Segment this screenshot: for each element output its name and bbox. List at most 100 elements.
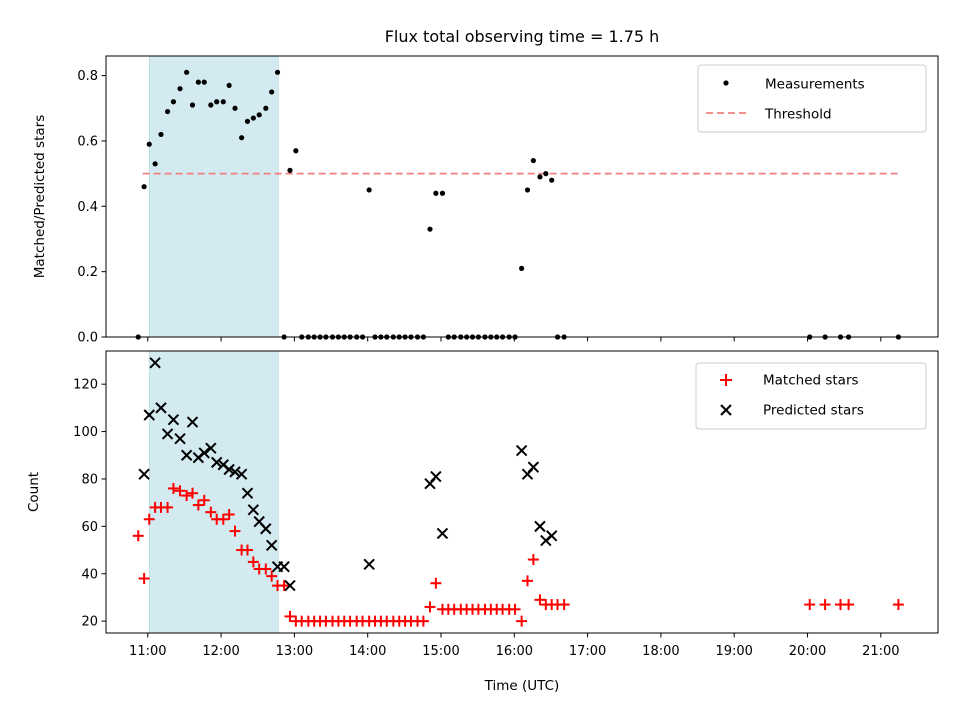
y-tick-label: 0.2 <box>77 265 98 280</box>
measurement-point <box>177 86 183 92</box>
x-tick-label: 19:00 <box>715 644 752 659</box>
x-tick-label: 16:00 <box>496 644 533 659</box>
matched-star-point <box>241 544 253 556</box>
x-tick-label: 15:00 <box>422 644 459 659</box>
predicted-star-point <box>363 558 375 570</box>
matched-star-point <box>843 599 855 611</box>
matched-star-point <box>804 599 816 611</box>
y-tick-label: 0.6 <box>77 134 98 149</box>
x-tick-label: 20:00 <box>789 644 826 659</box>
matched-star-point <box>247 556 259 568</box>
measurement-point <box>195 79 201 85</box>
bottom-plot-frame <box>105 350 939 634</box>
matched-star-point <box>167 482 179 494</box>
x-tick-label: 11:00 <box>129 644 166 659</box>
predicted-star-point <box>235 468 248 480</box>
measurement-point <box>256 112 262 118</box>
top-y-axis-label: Matched/Predicted stars <box>32 115 48 278</box>
measurement-point <box>214 99 220 105</box>
predicted-star-point <box>241 487 254 499</box>
legend-measurements-label: Measurements <box>765 77 865 93</box>
x-axis-label: Time (UTC) <box>484 678 560 694</box>
measurement-point <box>293 148 299 154</box>
measurement-point <box>146 141 152 147</box>
matched-star-point <box>198 494 210 506</box>
top-plot-frame <box>105 55 939 338</box>
observing-window-shade <box>148 350 279 634</box>
predicted-star-point <box>210 456 223 469</box>
measurement-point <box>239 135 245 141</box>
measurement-point <box>269 89 275 95</box>
x-tick-label: 12:00 <box>202 644 239 659</box>
matched-star-point <box>223 509 235 521</box>
measurement-point <box>158 131 164 138</box>
predicted-star-point <box>515 444 528 457</box>
matched-star-point <box>260 563 272 575</box>
predicted-star-point <box>161 428 174 440</box>
measurement-point <box>152 161 158 167</box>
measurement-point <box>244 118 251 124</box>
y-tick-label: 120 <box>73 378 98 393</box>
x-tick-label: 14:00 <box>349 644 386 659</box>
matched-star-point <box>229 525 241 537</box>
y-tick-label: 0.0 <box>77 331 98 346</box>
y-tick-label: 20 <box>81 615 98 630</box>
matched-star-point <box>516 615 528 627</box>
y-tick-label: 0.4 <box>77 200 98 215</box>
top-panel: 0.0 0.2 0.4 0.6 0.8 Flux total observing tim… <box>32 27 939 346</box>
measurement-point <box>543 171 549 177</box>
predicted-star-point <box>527 461 540 473</box>
predicted-star-point <box>143 409 155 421</box>
predicted-star-point <box>284 579 296 592</box>
y-tick-label: 100 <box>73 425 98 440</box>
matched-star-point <box>819 599 831 611</box>
x-tick-label: 13:00 <box>276 644 313 659</box>
observing-window-shade <box>148 55 279 338</box>
predicted-star-point <box>138 468 150 480</box>
matched-star-point <box>527 554 539 566</box>
predicted-star-point <box>205 442 217 454</box>
measurement-point <box>201 79 207 85</box>
matched-star-point <box>162 501 174 513</box>
predicted-star-point <box>436 527 449 540</box>
bottom-legend-box <box>695 362 927 430</box>
predicted-star-point <box>545 530 558 542</box>
measurement-point <box>537 174 543 180</box>
bottom-y-axis: 20 40 60 80 100 120 <box>73 378 106 630</box>
measurement-point <box>427 226 433 232</box>
matched-star-point <box>892 599 904 611</box>
predicted-star-point <box>174 432 186 445</box>
legend-measurements-marker <box>723 80 729 86</box>
measurement-point <box>287 167 293 173</box>
predicted-stars-series <box>138 357 558 592</box>
matched-star-point <box>558 599 570 611</box>
measurement-point <box>524 187 531 193</box>
predicted-star-point <box>260 523 272 535</box>
measurement-point <box>530 157 536 164</box>
predicted-star-point <box>155 402 167 414</box>
matched-star-point <box>521 575 533 587</box>
matched-star-point <box>284 610 296 622</box>
measurement-point <box>184 69 190 75</box>
matched-star-point <box>174 485 186 497</box>
matched-star-point <box>192 499 204 511</box>
legend-threshold-label: Threshold <box>764 107 832 123</box>
matched-star-point <box>143 513 155 525</box>
matched-star-point <box>417 615 429 627</box>
top-legend: Measurements Threshold <box>697 64 927 133</box>
matched-star-point <box>138 572 150 584</box>
measurement-point <box>232 105 238 111</box>
matched-star-point <box>186 487 198 499</box>
legend-predicted-marker <box>720 404 732 416</box>
predicted-star-point <box>229 466 241 478</box>
measurement-point <box>226 82 232 89</box>
matched-star-point <box>266 570 278 582</box>
y-tick-label: 0.8 <box>77 69 98 84</box>
measurement-point <box>189 102 196 108</box>
bottom-x-axis: 11:00 12:00 13:00 14:00 15:00 16:00 17:00 18:00… <box>129 633 900 659</box>
legend-matched-label: Matched stars <box>763 373 859 389</box>
predicted-star-point <box>198 447 210 459</box>
matched-star-point <box>181 490 193 502</box>
matched-stars-series <box>132 482 904 627</box>
